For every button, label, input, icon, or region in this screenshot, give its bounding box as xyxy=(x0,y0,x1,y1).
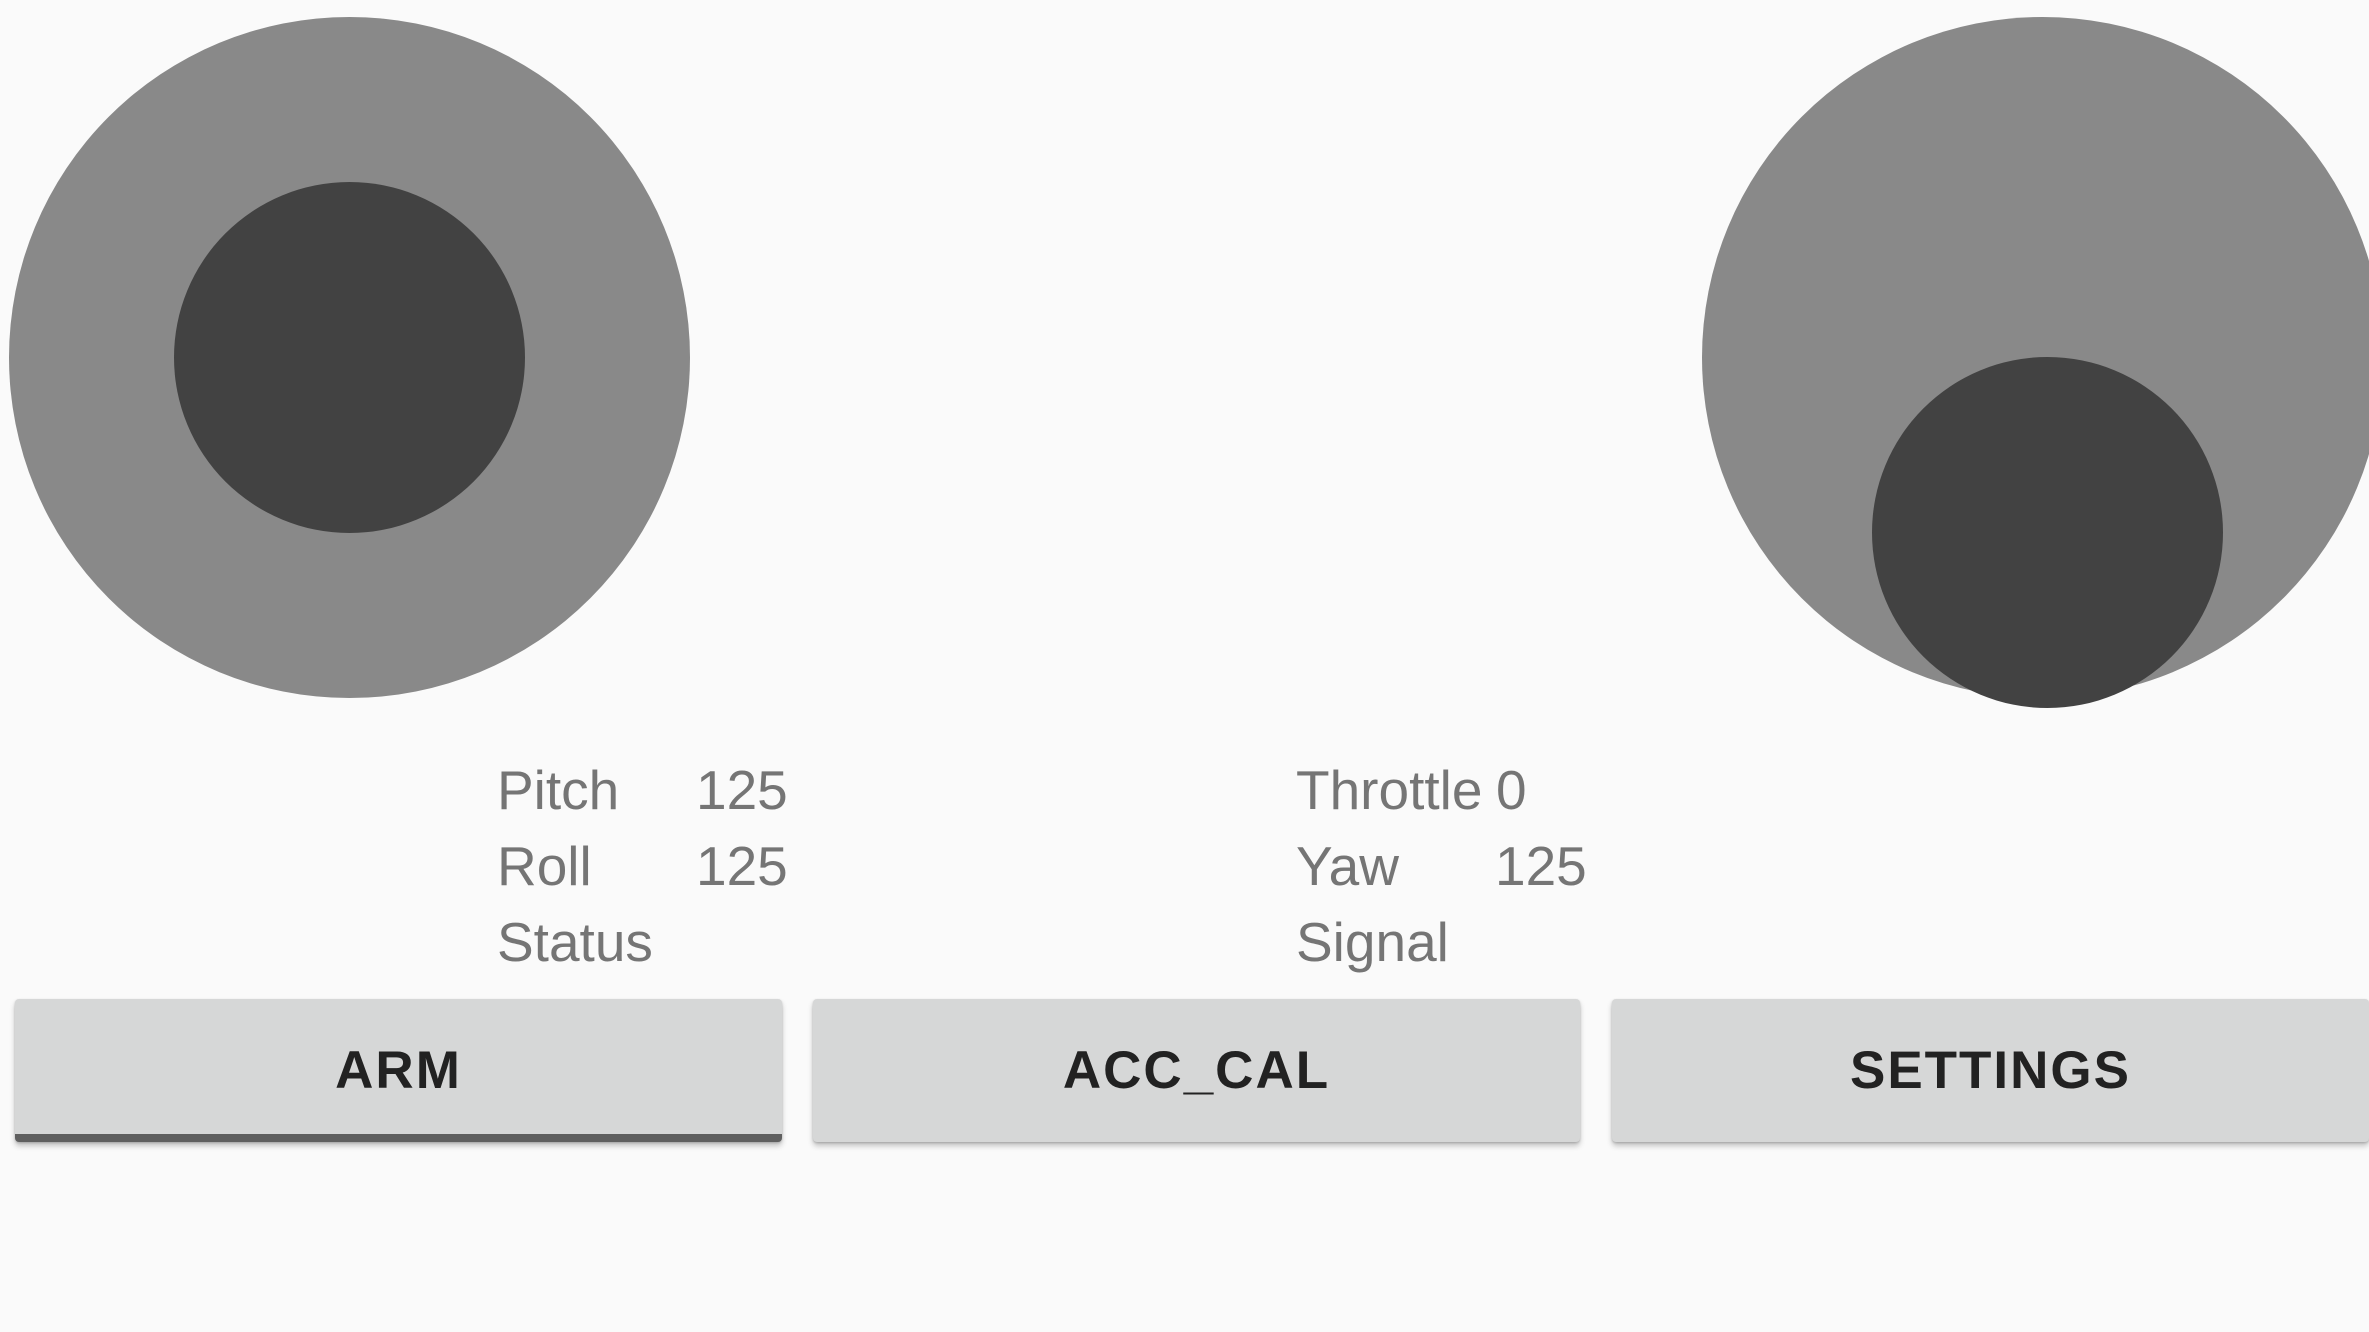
roll-value: 125 xyxy=(696,835,788,897)
signal-row: Signal xyxy=(1296,904,1696,980)
left-joystick-knob[interactable] xyxy=(174,182,525,533)
roll-row: Roll 125 xyxy=(497,828,897,904)
yaw-label: Yaw xyxy=(1296,835,1399,897)
status-label: Status xyxy=(497,911,653,973)
right-joystick[interactable] xyxy=(1690,0,2369,720)
yaw-row: Yaw 125 xyxy=(1296,828,1696,904)
left-joystick[interactable] xyxy=(0,0,700,720)
telemetry-right: Throttle 0 Yaw 125 Signal xyxy=(1296,752,1696,980)
throttle-label: Throttle xyxy=(1296,759,1483,821)
pitch-label: Pitch xyxy=(497,759,620,821)
roll-label: Roll xyxy=(497,835,592,897)
acc-cal-button[interactable]: ACC_CAL xyxy=(813,999,1580,1142)
throttle-row: Throttle 0 xyxy=(1296,752,1696,828)
arm-button[interactable]: ARM xyxy=(15,999,782,1142)
pitch-row: Pitch 125 xyxy=(497,752,897,828)
right-joystick-knob[interactable] xyxy=(1872,357,2223,708)
pitch-value: 125 xyxy=(696,759,788,821)
settings-button[interactable]: SETTINGS xyxy=(1612,999,2369,1142)
status-row: Status xyxy=(497,904,897,980)
telemetry-left: Pitch 125 Roll 125 Status xyxy=(497,752,897,980)
throttle-value: 0 xyxy=(1496,759,1527,821)
signal-label: Signal xyxy=(1296,911,1449,973)
yaw-value: 125 xyxy=(1495,835,1587,897)
